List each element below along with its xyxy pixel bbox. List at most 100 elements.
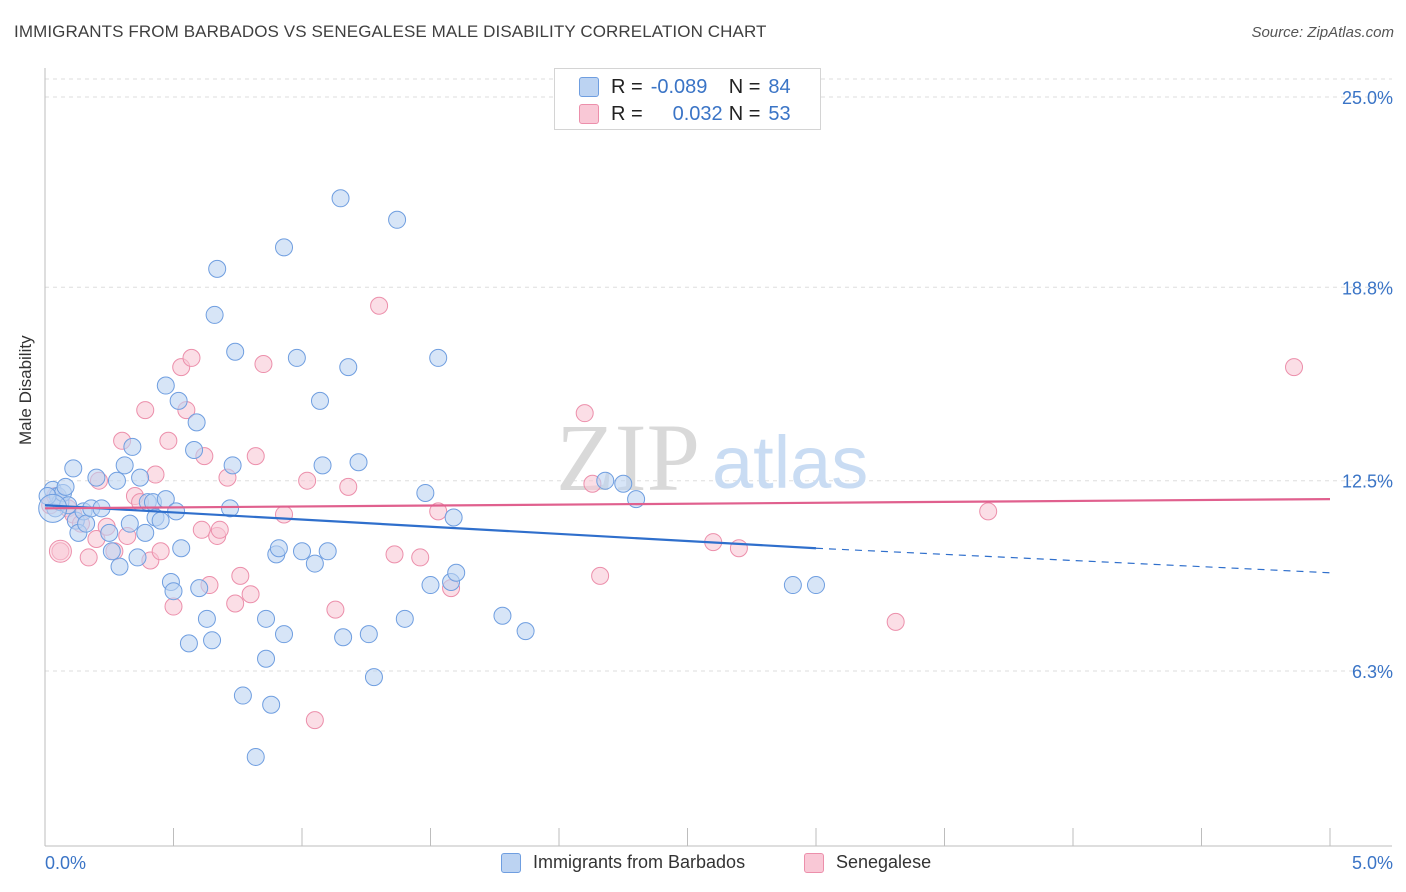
y-tick-label: 6.3% <box>1352 662 1393 682</box>
barbados-point <box>493 606 512 625</box>
barbados-point <box>226 342 245 361</box>
barbados-point <box>318 542 337 561</box>
legend-row-senegalese: R = 0.032 N = 53 <box>579 102 791 126</box>
barbados-point <box>233 686 252 705</box>
barbados-point <box>421 576 440 595</box>
senegalese-point <box>591 566 610 585</box>
barbados-point <box>169 391 188 410</box>
legend-r-label: R = <box>611 102 643 125</box>
barbados-point <box>516 622 535 641</box>
barbados-point <box>395 609 414 628</box>
barbados-point <box>64 459 83 478</box>
legend-n-label: N = <box>728 102 761 125</box>
legend-n-label: N = <box>728 75 761 98</box>
barbados-point <box>190 579 209 598</box>
senegalese-point <box>298 471 317 490</box>
barbados-point <box>305 554 324 573</box>
barbados-point <box>257 649 276 668</box>
barbados-point <box>447 563 466 582</box>
barbados-swatch <box>579 77 599 97</box>
series-legend-barbados: Immigrants from Barbados <box>501 852 745 873</box>
trend-lines <box>44 498 1331 574</box>
senegalese-point <box>275 505 294 524</box>
barbados-points <box>38 189 825 766</box>
barbados-point <box>331 189 350 208</box>
barbados-point <box>120 514 139 533</box>
series-legend-senegalese: Senegalese <box>804 852 931 873</box>
legend-n-value-senegalese: 53 <box>768 102 791 125</box>
barbados-point <box>310 391 329 410</box>
senegalese-swatch <box>579 104 599 124</box>
barbados-point <box>614 474 633 493</box>
barbados-point <box>123 437 142 456</box>
legend-r-value-barbados: -0.089 <box>650 75 708 98</box>
senegalese-point <box>411 548 430 567</box>
gridlines <box>45 78 1392 672</box>
senegalese-point <box>979 502 998 521</box>
senegalese-point <box>326 600 345 619</box>
barbados-point <box>179 634 198 653</box>
barbados-point <box>205 305 224 324</box>
source-label: Source: ZipAtlas.com <box>1251 24 1394 41</box>
barbados-point <box>359 625 378 644</box>
senegalese-legend-swatch <box>804 852 824 873</box>
barbados-point <box>77 514 96 533</box>
senegalese-point <box>182 348 201 367</box>
chart-title: IMMIGRANTS FROM BARBADOS VS SENEGALESE M… <box>14 22 767 41</box>
senegalese-cluster-point <box>48 539 72 563</box>
barbados-point <box>203 631 222 650</box>
barbados-point <box>275 238 294 257</box>
senegalese-point <box>370 296 389 315</box>
barbados-point <box>187 413 206 432</box>
barbados-point <box>339 358 358 377</box>
senegalese-point <box>254 355 273 374</box>
barbados-point <box>807 576 825 595</box>
y-tick-label: 25.0% <box>1342 88 1393 108</box>
barbados-point <box>364 668 383 687</box>
x-tick-label: 5.0% <box>1352 853 1393 873</box>
barbados-trend-line <box>44 504 817 550</box>
legend-row-barbados: R = -0.089 N = 84 <box>579 75 791 99</box>
barbados-point <box>131 468 150 487</box>
barbados-point <box>246 747 265 766</box>
senegalese-point <box>1285 358 1304 377</box>
senegalese-legend-label: Senegalese <box>836 852 932 872</box>
barbados-point <box>275 625 294 644</box>
barbados-point <box>115 456 134 475</box>
senegalese-point <box>339 477 358 496</box>
barbados-trend-extension <box>815 547 1331 574</box>
barbados-point <box>172 539 191 558</box>
watermark-atlas: atlas <box>712 421 868 504</box>
barbados-point <box>136 523 155 542</box>
barbados-point <box>208 259 227 278</box>
barbados-point <box>221 499 240 518</box>
barbados-point <box>269 539 288 558</box>
barbados-point <box>349 453 368 472</box>
senegalese-point <box>246 447 265 466</box>
senegalese-point <box>429 502 448 521</box>
tick-labels: 6.3% 12.5% 18.8% 25.0% 0.0% 5.0% <box>45 88 1393 873</box>
barbados-point <box>156 376 175 395</box>
barbados-point <box>416 483 435 502</box>
barbados-point <box>197 609 216 628</box>
barbados-point <box>257 609 276 628</box>
barbados-point <box>87 468 106 487</box>
barbados-point <box>334 628 353 647</box>
legend-r-value-senegalese: 0.032 <box>672 102 723 125</box>
barbados-point <box>151 511 170 530</box>
barbados-point <box>262 695 281 714</box>
barbados-point <box>56 477 75 496</box>
y-tick-label: 12.5% <box>1342 472 1393 492</box>
senegalese-point <box>164 597 183 616</box>
senegalese-point <box>79 548 98 567</box>
barbados-legend-label: Immigrants from Barbados <box>533 852 746 872</box>
x-tick-label: 0.0% <box>45 853 86 873</box>
y-tick-label: 18.8% <box>1342 278 1393 298</box>
correlation-legend: R = -0.089 N = 84 R = 0.032 N = 53 <box>554 68 821 130</box>
senegalese-trend-line <box>44 498 1331 510</box>
senegalese-point <box>210 520 229 539</box>
senegalese-point <box>241 585 260 604</box>
barbados-point <box>287 348 306 367</box>
legend-r-label: R = <box>611 75 643 98</box>
